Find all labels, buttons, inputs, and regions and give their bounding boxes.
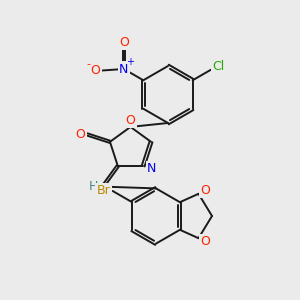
Text: O: O xyxy=(200,235,210,248)
Text: O: O xyxy=(91,64,100,77)
Text: O: O xyxy=(126,114,135,127)
Text: N: N xyxy=(119,62,128,76)
Text: O: O xyxy=(200,184,210,197)
Text: +: + xyxy=(126,57,134,68)
Text: H: H xyxy=(89,180,98,193)
Text: Br: Br xyxy=(97,184,110,197)
Text: O: O xyxy=(76,128,85,141)
Text: O: O xyxy=(119,36,129,49)
Text: N: N xyxy=(147,163,156,176)
Text: Cl: Cl xyxy=(212,60,224,73)
Text: -: - xyxy=(86,59,90,69)
